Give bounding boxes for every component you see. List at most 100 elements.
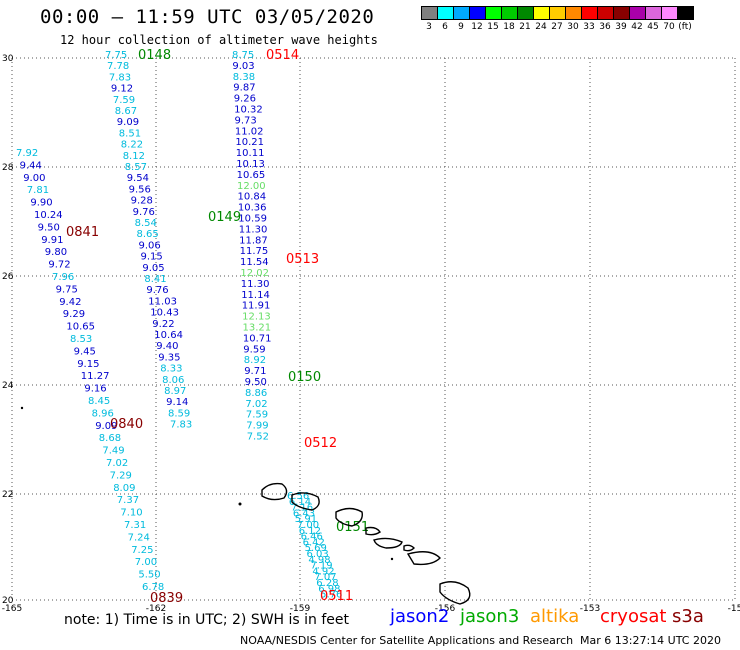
wave-height-value: 7.37 (117, 495, 139, 506)
scale-label: 21 (519, 22, 531, 32)
scale-label: 3 (426, 22, 432, 32)
lat-tick-label: 30 (2, 54, 14, 64)
wave-height-value: 9.45 (74, 346, 96, 357)
wave-height-value: 9.75 (56, 284, 78, 295)
scale-label: 36 (599, 22, 611, 32)
wave-height-value: 9.91 (41, 235, 63, 246)
wave-height-value: 9.35 (158, 352, 180, 363)
wave-height-value: 8.67 (115, 106, 137, 117)
lon-tick-label: -159 (290, 604, 311, 614)
wave-height-value: 10.21 (235, 137, 264, 148)
wave-height-value: 7.99 (246, 421, 268, 432)
wave-height-value: 8.45 (88, 396, 110, 407)
wave-height-value: 8.97 (164, 386, 186, 397)
wave-height-value: 9.03 (232, 61, 254, 72)
wave-height-value: 9.16 (84, 384, 106, 395)
wave-height-value: 10.11 (236, 148, 265, 159)
lon-tick-label: -15 (728, 604, 740, 614)
wave-height-value: 10.13 (236, 159, 265, 170)
footer-note: note: 1) Time is in UTC; 2) SWH is in fe… (64, 612, 350, 628)
wave-height-value: 6.78 (142, 582, 164, 593)
wave-height-value: 10.84 (238, 192, 267, 203)
wave-height-value: 8.57 (125, 162, 147, 173)
wave-height-value: 4.98 (308, 555, 330, 566)
wave-height-value: 5.76 (320, 590, 342, 601)
scale-label: 6 (442, 22, 448, 32)
scale-label: 70 (663, 22, 675, 32)
wave-height-value: 9.12 (111, 84, 133, 95)
wave-height-value: 7.83 (109, 72, 131, 83)
wave-height-value: 7.59 (113, 95, 135, 106)
pass-time-label: 0149 (208, 210, 241, 225)
wave-height-value: 6.42 (303, 537, 325, 548)
scale-label: (ft) (678, 22, 692, 32)
pass-time-label: 0513 (286, 252, 319, 267)
wave-height-value: 8.53 (70, 334, 92, 345)
wave-height-value: 10.65 (237, 170, 266, 181)
wave-height-value: 6.98 (318, 584, 340, 595)
wave-height-value: 5.91 (295, 514, 317, 525)
wave-height-value: 10.59 (238, 214, 267, 225)
scale-label: 9 (458, 22, 464, 32)
page-title: 00:00 – 11:59 UTC 03/05/2020 (40, 6, 375, 28)
wave-height-value: 11.87 (239, 235, 268, 246)
islet (238, 502, 242, 506)
wave-height-value: 9.15 (77, 359, 99, 370)
lat-tick-label: 24 (2, 381, 14, 391)
pass-time-label: 0840 (110, 417, 143, 432)
island-outline (406, 551, 441, 566)
wave-height-value: 9.50 (38, 222, 60, 233)
wave-height-value: 8.06 (162, 375, 184, 386)
wave-height-value: 9.28 (131, 196, 153, 207)
wave-height-value: 11.03 (148, 296, 177, 307)
pass-time-label: 0512 (304, 436, 337, 451)
scale-label: 27 (551, 22, 563, 32)
scale-label: 39 (615, 22, 627, 32)
page-subtitle: 12 hour collection of altimeter wave hei… (60, 33, 378, 47)
wave-height-value: 9.54 (127, 173, 149, 184)
wave-height-value: 7.07 (314, 572, 336, 583)
wave-height-value: 9.76 (146, 285, 168, 296)
wave-height-value: 9.05 (142, 263, 164, 274)
wave-height-value: 7.00 (297, 520, 319, 531)
island-outline (365, 526, 381, 536)
wave-height-value: 9.44 (20, 160, 42, 171)
scale-label: 24 (535, 22, 547, 32)
wave-height-value: 6.56 (287, 491, 309, 502)
wave-height-value: 9.59 (243, 344, 265, 355)
wave-height-value: 11.14 (241, 290, 270, 301)
wave-height-value: 9.09 (117, 117, 139, 128)
wave-height-value: 12.02 (240, 268, 269, 279)
island-outline (373, 537, 403, 549)
wave-height-value: 9.26 (234, 94, 256, 105)
wave-height-value: 7.52 (247, 432, 269, 443)
pass-time-label: 0839 (150, 591, 183, 606)
wave-height-value: 9.87 (233, 83, 255, 94)
lon-tick-label: -153 (580, 604, 600, 614)
lon-tick-label: -162 (146, 604, 166, 614)
wave-height-value: 10.36 (238, 203, 267, 214)
wave-height-value: 7.96 (52, 272, 74, 283)
island-outline (261, 482, 288, 501)
wave-height-value: 7.29 (110, 470, 132, 481)
wave-height-value: 8.54 (135, 218, 157, 229)
wave-height-value: 9.00 (23, 173, 45, 184)
wave-height-value: 9.06 (139, 240, 161, 251)
wave-height-value: 8.51 (119, 128, 141, 139)
wave-height-value: 6.14 (289, 497, 311, 508)
wave-height-value: 8.09 (113, 483, 135, 494)
wave-height-value: 9.15 (141, 252, 163, 263)
wave-height-value: 8.22 (121, 140, 143, 151)
wave-height-value: 8.59 (168, 408, 190, 419)
wave-height-value: 7.02 (106, 458, 128, 469)
wave-height-value: 9.71 (244, 366, 266, 377)
wave-height-value: 11.27 (81, 371, 110, 382)
islet (390, 557, 394, 561)
wave-height-value: 7.81 (27, 185, 49, 196)
wave-height-value: 9.14 (166, 397, 188, 408)
wave-height-value: 9.09 (95, 421, 117, 432)
wave-height-value: 8.75 (232, 50, 254, 61)
wave-height-value: 7.92 (16, 148, 38, 159)
